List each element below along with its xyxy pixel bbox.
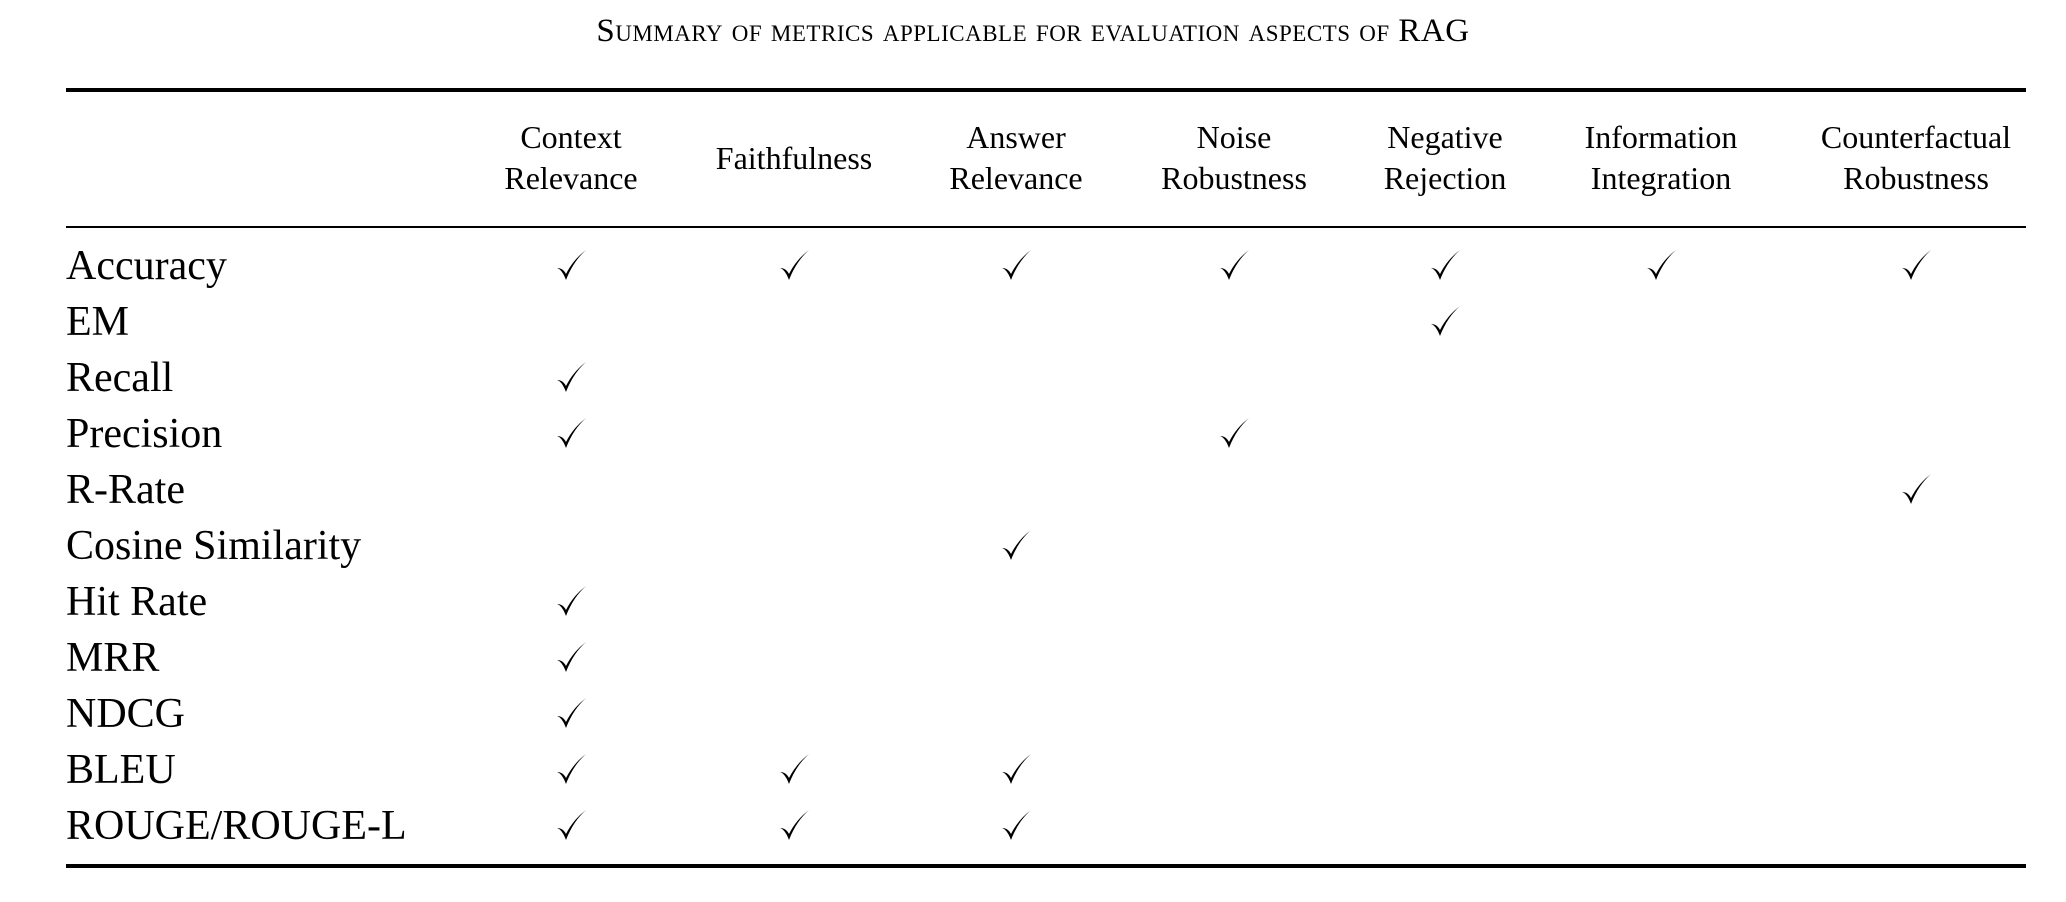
check-cell (986, 742, 1046, 798)
checkmark-icon (557, 642, 586, 672)
checkmark-icon (1647, 250, 1676, 280)
table-row: ROUGE/ROUGE-L (0, 798, 2066, 854)
checkmark-icon (557, 250, 586, 280)
checkmark-icon (1220, 418, 1249, 448)
checkmark-icon (1902, 474, 1931, 504)
table-row: MRR (0, 630, 2066, 686)
metric-label: BLEU (66, 747, 176, 793)
check-cell (541, 798, 601, 854)
checkmark-icon (1902, 250, 1931, 280)
table-row: Cosine Similarity (0, 518, 2066, 574)
column-header: Faithfulness (684, 110, 904, 206)
metric-label: Hit Rate (66, 579, 208, 625)
table-row: Hit Rate (0, 574, 2066, 630)
checkmark-icon (1002, 810, 1031, 840)
checkmark-icon (1002, 754, 1031, 784)
checkmark-icon (1002, 250, 1031, 280)
column-header: Negative Rejection (1335, 110, 1555, 206)
column-header-line2: Relevance (949, 160, 1083, 196)
metric-label: ROUGE/ROUGE-L (66, 803, 407, 849)
top-rule (66, 88, 2026, 92)
check-cell (1631, 238, 1691, 294)
column-header-line2: Integration (1590, 160, 1732, 196)
checkmark-icon (557, 754, 586, 784)
check-cell (541, 350, 601, 406)
table-header: Context Relevance Faithfulness Answer Releva… (0, 110, 2066, 206)
column-header: Information Integration (1551, 110, 1771, 206)
checkmark-icon (1002, 530, 1031, 560)
table-row: EM (0, 294, 2066, 350)
checkmark-icon (557, 810, 586, 840)
check-cell (541, 406, 601, 462)
check-cell (541, 574, 601, 630)
table-row: Precision (0, 406, 2066, 462)
checkmark-icon (780, 810, 809, 840)
column-header: Context Relevance (461, 110, 681, 206)
column-header: Noise Robustness (1124, 110, 1344, 206)
check-cell (541, 686, 601, 742)
checkmark-icon (1431, 306, 1460, 336)
table-row: Accuracy (0, 238, 2066, 294)
metric-label: Accuracy (66, 243, 227, 289)
check-cell (986, 798, 1046, 854)
checkmark-icon (1431, 250, 1460, 280)
column-header-line1: Faithfulness (715, 139, 873, 176)
check-cell (986, 518, 1046, 574)
column-header-line1: Negative (1387, 119, 1503, 155)
column-header-line1: Context (520, 119, 622, 155)
check-cell (541, 238, 601, 294)
column-header-line1: Information (1584, 119, 1738, 155)
column-header-line2: Rejection (1383, 160, 1507, 196)
column-header-line2: Robustness (1161, 160, 1307, 196)
checkmark-icon (557, 698, 586, 728)
column-header-line1: Noise (1196, 119, 1272, 155)
table-row: BLEU (0, 742, 2066, 798)
checkmark-icon (780, 754, 809, 784)
table-row: R-Rate (0, 462, 2066, 518)
metric-label: NDCG (66, 691, 186, 737)
metric-label: R-Rate (66, 467, 185, 513)
check-cell (1886, 462, 1946, 518)
table-row: Recall (0, 350, 2066, 406)
checkmark-icon (557, 418, 586, 448)
column-header-line2: Robustness (1843, 160, 1989, 196)
checkmark-icon (1220, 250, 1249, 280)
metric-label: Cosine Similarity (66, 523, 362, 569)
check-cell (1204, 406, 1264, 462)
table-caption: Summary of metrics applicable for evalua… (596, 13, 1470, 49)
checkmark-icon (557, 586, 586, 616)
metric-label: EM (66, 299, 129, 345)
check-cell (764, 238, 824, 294)
checkmark-icon (557, 362, 586, 392)
check-cell (1415, 238, 1475, 294)
bottom-rule (66, 864, 2026, 868)
check-cell (764, 742, 824, 798)
column-header-line1: Answer (966, 119, 1066, 155)
column-header: Counterfactual Robustness (1806, 110, 2026, 206)
check-cell (986, 238, 1046, 294)
column-header-line1: Counterfactual (1820, 119, 2012, 155)
check-cell (1886, 238, 1946, 294)
checkmark-icon (780, 250, 809, 280)
check-cell (541, 630, 601, 686)
column-header: Answer Relevance (906, 110, 1126, 206)
metric-label: MRR (66, 635, 160, 681)
column-header-line2: Relevance (504, 160, 638, 196)
table-row: NDCG (0, 686, 2066, 742)
check-cell (541, 742, 601, 798)
metric-label: Recall (66, 355, 174, 401)
check-cell (1204, 238, 1264, 294)
check-cell (764, 798, 824, 854)
check-cell (1415, 294, 1475, 350)
header-rule (66, 226, 2026, 228)
metric-label: Precision (66, 411, 223, 457)
